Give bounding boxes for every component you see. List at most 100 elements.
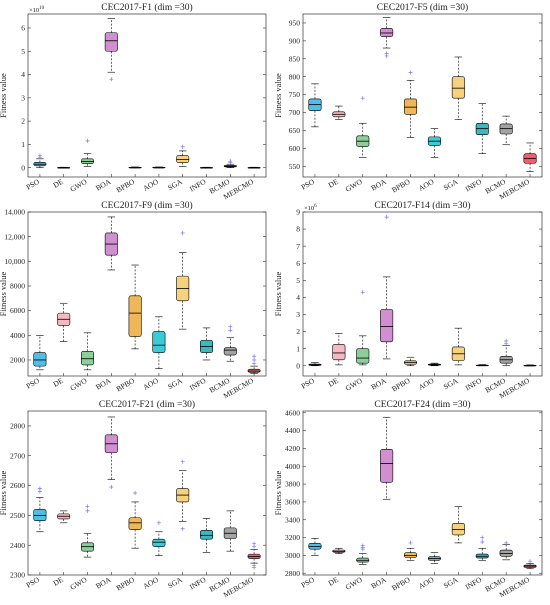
exponent-base: ×10 <box>29 7 39 14</box>
outlier-point <box>360 290 365 295</box>
y-tick-label: 3800 <box>285 480 300 489</box>
box-sga <box>451 327 465 366</box>
outlier-point <box>408 540 413 545</box>
outlier-point <box>384 215 389 220</box>
y-tick-label: 2800 <box>10 422 25 431</box>
y-tick-label: 2000 <box>10 356 25 365</box>
iqr-box <box>223 347 237 356</box>
box-bpbo <box>404 540 418 562</box>
x-tick-label: AOO <box>141 575 160 591</box>
x-tick-label: AOO <box>141 177 160 193</box>
outlier-point <box>133 491 138 495</box>
box-sga <box>451 506 465 544</box>
plot-frame <box>302 13 543 178</box>
box-bcmo <box>223 159 237 168</box>
x-tick-label: SGA <box>166 575 184 591</box>
box-aoo <box>427 128 441 158</box>
y-tick-label: 0 <box>296 361 300 370</box>
plot-frame <box>27 13 267 178</box>
box-info <box>200 166 213 169</box>
box-de <box>332 332 346 366</box>
box-pso <box>308 362 322 367</box>
y-tick-label: 3 <box>296 310 300 319</box>
iqr-box <box>451 523 465 536</box>
y-tick-label: 8 <box>296 225 300 234</box>
x-tick-label: INFO <box>464 575 484 592</box>
iqr-box <box>380 309 394 343</box>
x-tick-label: GWO <box>344 177 365 194</box>
y-axis-label: Fitness value <box>0 271 8 316</box>
y-tick-label: 4000 <box>10 331 25 340</box>
x-tick-label: GWO <box>68 575 89 592</box>
box-bpbo <box>404 70 418 138</box>
box-de <box>332 547 346 554</box>
y-axis-exponent: ×1010 <box>29 6 45 14</box>
y-tick-label: 900 <box>289 36 301 45</box>
chart-title: CEC2017-F14 (dim =30) <box>374 200 470 211</box>
y-axis-label: Fitness value <box>273 470 283 515</box>
x-tick-label: BOA <box>94 177 113 193</box>
box-boa <box>104 416 118 490</box>
iqr-box <box>499 549 513 557</box>
x-tick-label: GWO <box>344 575 365 592</box>
box-bcmo <box>499 540 513 561</box>
outlier-point <box>156 520 161 525</box>
y-tick-label: 6 <box>21 24 25 33</box>
y-tick-label: 8000 <box>10 282 25 291</box>
panel-cec2017-f24: CEC2017-F24 (dim =30) Fitness value 2800 30… <box>273 399 543 599</box>
box-info <box>475 103 489 155</box>
outlier-point <box>504 338 509 343</box>
y-tick-label: 5 <box>21 47 25 56</box>
x-tick-label: DE <box>52 575 66 588</box>
x-tick-label: BPBO <box>115 177 137 195</box>
y-tick-label: 2 <box>21 117 25 126</box>
box-boa <box>104 18 118 82</box>
x-tick-label: INFO <box>464 177 484 194</box>
y-tick-label: 2 <box>296 327 300 336</box>
x-tick-label: AOO <box>417 575 436 591</box>
outlier-point <box>360 543 365 548</box>
y-axis-label: Fitness value <box>273 271 283 316</box>
y-tick-label: 10,000 <box>4 257 25 266</box>
box-pso <box>308 538 322 556</box>
y-tick-label: 2600 <box>10 481 25 490</box>
box-pso <box>308 83 322 128</box>
y-tick-label: 600 <box>289 144 301 153</box>
x-tick-label: BOA <box>94 376 113 392</box>
box-gwo <box>81 332 94 371</box>
x-tick-label: PSO <box>300 177 317 192</box>
box-mebcmo <box>523 142 537 172</box>
box-sga <box>176 230 190 330</box>
box-boa <box>380 416 394 500</box>
box-info <box>475 364 489 367</box>
outlier-point <box>480 540 485 545</box>
panel-cec2017-f14: CEC2017-F14 (dim =30)Fitness value×10601… <box>273 200 543 400</box>
box-sga <box>176 459 190 531</box>
box-boa <box>380 215 394 360</box>
box-bpbo <box>128 491 142 549</box>
y-tick-label: 550 <box>289 162 301 171</box>
y-tick-label: 14,000 <box>4 208 25 217</box>
chart-title: CEC2017-F9 (dim =30) <box>101 200 192 211</box>
box-aoo <box>152 520 166 556</box>
outlier-point <box>252 354 257 359</box>
y-tick-label: 2300 <box>10 571 25 580</box>
x-tick-label: DE <box>52 177 66 190</box>
panel-cec2017-f1: CEC2017-F1 (dim =30) Fitness value ×1010 0 1… <box>0 2 267 201</box>
x-tick-label: SGA <box>442 575 460 591</box>
y-axis-exponent: ×106 <box>304 204 317 212</box>
box-de <box>57 510 71 524</box>
x-tick-label: AOO <box>141 376 160 392</box>
x-tick-label: BPBO <box>115 575 137 593</box>
x-tick-label: BOA <box>369 177 388 193</box>
panel-cec2017-f21: CEC2017-F21 (dim =30) Fitness value 2300 24… <box>0 399 267 599</box>
chart-title: CEC2017-F24 (dim =30) <box>374 399 470 410</box>
outlier-point <box>252 541 257 546</box>
box-bpbo <box>128 166 142 169</box>
y-tick-label: 950 <box>289 19 301 28</box>
y-tick-label: 3 <box>21 93 25 102</box>
exponent-power: 6 <box>314 204 317 209</box>
y-tick-label: 3600 <box>285 498 300 507</box>
outlier-point <box>180 526 185 531</box>
